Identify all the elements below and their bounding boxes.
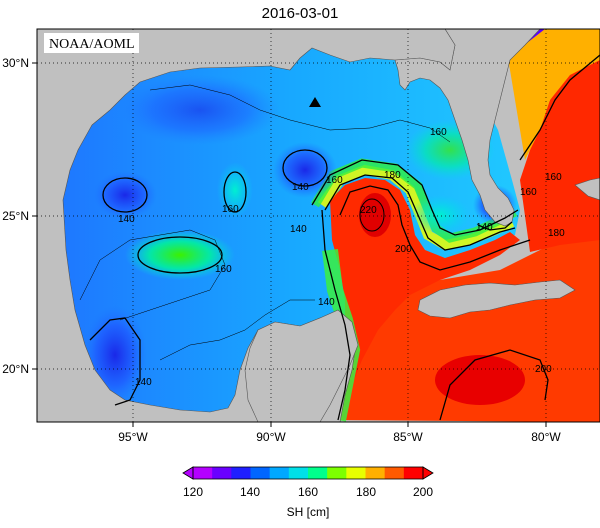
colorbar-cell xyxy=(193,467,213,479)
contour-label: 140 xyxy=(292,182,309,193)
contour-label: 160 xyxy=(326,175,343,186)
colorbar-tick: 200 xyxy=(413,485,433,499)
contour-lines xyxy=(79,54,600,421)
contour-label: 140 xyxy=(290,224,307,235)
contour-180-loop xyxy=(324,174,516,251)
contour-label: 140 xyxy=(318,297,335,308)
contour-label: 140 xyxy=(135,377,152,388)
colorbar-low-arrow xyxy=(182,466,194,480)
cuba-land xyxy=(417,279,576,319)
colorbar-cell xyxy=(212,467,232,479)
credit-box xyxy=(44,33,139,53)
dark-red-caribbean xyxy=(435,355,525,405)
atlantic-north xyxy=(505,29,600,160)
contour-label: 180 xyxy=(384,170,401,181)
lat-label-30n: 30°N xyxy=(2,56,29,70)
colorbar-cell xyxy=(269,467,290,479)
contour-140-south xyxy=(89,317,141,406)
colorbar-cell xyxy=(403,467,424,479)
green-patch-e xyxy=(410,195,470,235)
lon-label-95w: 95°W xyxy=(118,430,148,444)
colorbar-frame xyxy=(192,466,424,480)
contour-yucatan xyxy=(321,209,351,421)
contour-label: 200 xyxy=(395,244,412,255)
contour-fine-3 xyxy=(159,299,315,361)
colorbar-cell xyxy=(327,467,347,479)
lon-label-90w: 90°W xyxy=(256,430,286,444)
contour-label: 140 xyxy=(118,214,135,225)
colorbar-tick: 180 xyxy=(356,485,376,499)
graticule xyxy=(37,29,600,422)
contour-160-green xyxy=(137,236,223,274)
contour-160-cyan xyxy=(223,171,247,213)
lat-label-20n: 20°N xyxy=(2,362,29,376)
loop-current xyxy=(320,178,520,420)
lat-label-25n: 25°N xyxy=(2,209,29,223)
colorbar-cells xyxy=(193,467,424,479)
colorbar-tick: 160 xyxy=(298,485,318,499)
colorbar-cell xyxy=(308,467,328,479)
contour-140-central xyxy=(282,149,328,187)
contour-label: 160 xyxy=(215,264,232,275)
contour-140-florida xyxy=(477,221,513,231)
map-title: 2016-03-01 xyxy=(262,5,339,22)
contour-label: 160 xyxy=(222,204,239,215)
bahamas-land xyxy=(574,177,600,201)
green-eddy xyxy=(125,230,235,280)
colorbar-cell xyxy=(288,467,309,479)
yucatan-land xyxy=(244,309,359,422)
contour-200-caribbean xyxy=(439,349,549,421)
colorbar-tick: 120 xyxy=(183,485,203,499)
contour-label: 140 xyxy=(476,222,493,233)
contour-140-west xyxy=(102,177,148,213)
colorbar-cell xyxy=(365,467,386,479)
florida-land xyxy=(394,29,600,227)
triangle-marker xyxy=(309,97,321,107)
axis-ticks xyxy=(32,62,547,427)
contour-labels: 140 160 160 160 140 140 140 160 180 200 … xyxy=(118,127,565,388)
colorbar-label: SH [cm] xyxy=(287,505,330,519)
colorbar-high-arrow xyxy=(422,466,434,480)
colorbar-cell xyxy=(250,467,271,479)
contour-label: 220 xyxy=(360,205,377,216)
credit-label: NOAA/AOML xyxy=(49,37,135,52)
contour-160-east xyxy=(519,54,600,161)
contour-label: 160 xyxy=(545,172,562,183)
dark-red-core xyxy=(359,193,391,237)
contour-label: 180 xyxy=(548,228,565,239)
contour-fine-2 xyxy=(149,84,451,143)
contour-200-loop xyxy=(339,185,531,271)
map-content xyxy=(37,29,600,422)
lon-label-80w: 80°W xyxy=(531,430,561,444)
colorbar: 120 140 160 180 200 SH [cm] xyxy=(182,466,434,519)
colorbar-cell xyxy=(346,467,366,479)
colorbar-ticks: 120 140 160 180 200 xyxy=(183,485,433,499)
contour-160-loop xyxy=(311,159,519,236)
contour-fine-1 xyxy=(79,229,226,321)
contour-label: 160 xyxy=(520,187,537,198)
lon-label-85w: 85°W xyxy=(393,430,423,444)
colorbar-cell xyxy=(231,467,251,479)
caribbean-ocean xyxy=(330,228,600,422)
latitude-labels: 30°N 25°N 20°N xyxy=(2,56,29,376)
colorbar-tick: 140 xyxy=(240,485,260,499)
atlantic-ocean xyxy=(520,35,600,252)
contour-220 xyxy=(359,198,385,232)
blue-eddy-north xyxy=(120,75,280,145)
colorbar-cell xyxy=(384,467,405,479)
map-border xyxy=(36,28,600,423)
contour-label: 160 xyxy=(430,127,447,138)
contour-label: 200 xyxy=(535,364,552,375)
longitude-labels: 95°W 90°W 85°W 80°W xyxy=(118,430,561,444)
